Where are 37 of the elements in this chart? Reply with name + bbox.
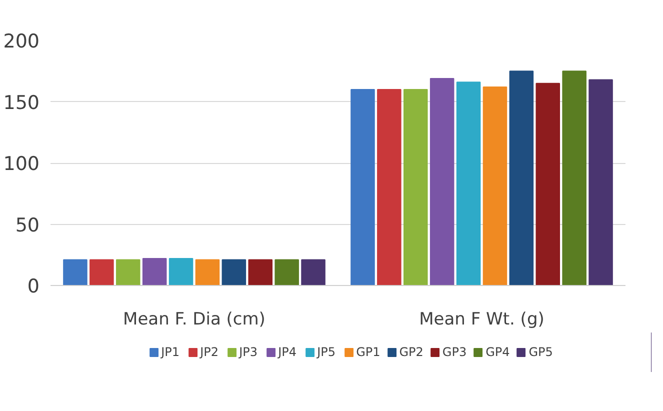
bar xyxy=(377,89,402,286)
legend-label: JP1 xyxy=(161,345,180,359)
legend-label: JP5 xyxy=(317,345,336,359)
bar xyxy=(403,89,428,286)
y-tick-label: 150 xyxy=(3,92,40,114)
bar xyxy=(301,259,326,286)
x-tick-label: Mean F Wt. (g) xyxy=(419,310,544,330)
x-tick-label: Mean F. Dia (cm) xyxy=(123,310,266,330)
y-tick-label: 0 xyxy=(27,276,40,298)
bar xyxy=(90,259,114,286)
bar xyxy=(562,70,586,286)
bar xyxy=(142,258,167,286)
y-tick-label: 200 xyxy=(3,30,40,52)
bar xyxy=(588,79,613,286)
legend-label: GP3 xyxy=(442,345,467,359)
legend-label: JP4 xyxy=(278,345,298,359)
bar xyxy=(482,86,508,286)
y-tick-label: 100 xyxy=(3,153,40,175)
bar xyxy=(222,259,246,286)
bar xyxy=(509,70,534,286)
bar xyxy=(168,258,194,286)
bar xyxy=(456,82,481,286)
bar xyxy=(195,259,220,286)
bar xyxy=(63,259,88,286)
bar xyxy=(274,259,299,286)
legend-label: JP2 xyxy=(200,345,220,359)
y-tick-label: 50 xyxy=(15,214,40,236)
bar xyxy=(430,78,454,286)
bar xyxy=(536,82,560,286)
legend-label: GP2 xyxy=(399,345,424,359)
bar xyxy=(350,89,375,286)
legend-label: GP5 xyxy=(528,345,553,359)
legend-label: GP4 xyxy=(486,345,510,359)
legend-label: JP3 xyxy=(239,345,258,359)
bar xyxy=(116,259,140,286)
legend-label: GP1 xyxy=(356,345,380,359)
bar xyxy=(248,259,273,286)
